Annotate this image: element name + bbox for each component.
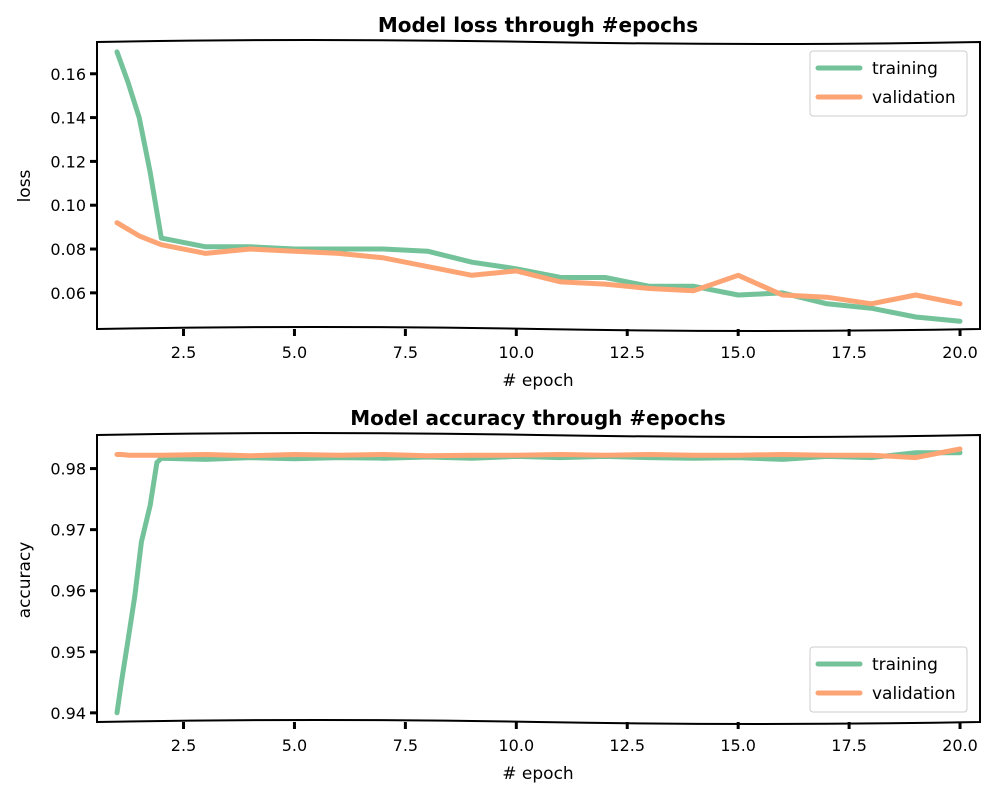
loss-legend-label-training: training: [872, 59, 938, 79]
loss-y-axis-label: loss: [15, 169, 35, 202]
accuracy-x-tick-label: 12.5: [609, 736, 645, 755]
loss-x-tick-label: 17.5: [831, 343, 867, 362]
accuracy-x-tick-label: 2.5: [171, 736, 196, 755]
loss-x-tick-label: 2.5: [171, 343, 196, 362]
loss-y-tick-label: 0.12: [50, 152, 86, 171]
loss-axis-ticks: 2.5 5.0 7.5 10.0 12.5 15.0 17.5 20.0 0.06 0.08 0.1…: [50, 65, 977, 362]
loss-chart-panel: Model loss through #epochs 2.5 5.0 7.5 10.0…: [15, 13, 981, 391]
accuracy-chart-title: Model accuracy through #epochs: [350, 406, 726, 430]
accuracy-x-tick-label: 17.5: [831, 736, 867, 755]
loss-series-validation-line: [114, 220, 963, 307]
accuracy-x-tick-label: 5.0: [282, 736, 307, 755]
accuracy-y-tick-label: 0.96: [50, 582, 86, 601]
loss-chart-title: Model loss through #epochs: [378, 13, 698, 37]
loss-y-tick-label: 0.10: [50, 196, 86, 215]
loss-x-tick-label: 5.0: [282, 343, 307, 362]
accuracy-y-tick-label: 0.94: [50, 704, 86, 723]
loss-legend: training validation: [809, 50, 968, 117]
accuracy-x-axis-label: # epoch: [502, 764, 573, 784]
loss-legend-label-validation: validation: [872, 88, 956, 108]
accuracy-plot-frame: [96, 432, 981, 725]
loss-plot-frame: [96, 39, 981, 332]
accuracy-legend: training validation: [809, 646, 968, 713]
accuracy-x-tick-label: 7.5: [393, 736, 418, 755]
accuracy-y-tick-label: 0.95: [50, 643, 86, 662]
accuracy-axis-ticks: 2.5 5.0 7.5 10.0 12.5 15.0 17.5 20.0 0.94 0.95 0.9…: [50, 460, 977, 755]
loss-series-lines: [114, 49, 963, 324]
accuracy-y-tick-label: 0.98: [50, 460, 86, 479]
loss-x-tick-label: 7.5: [393, 343, 418, 362]
accuracy-legend-label-training: training: [872, 655, 938, 675]
loss-x-tick-label: 10.0: [499, 343, 535, 362]
loss-x-tick-label: 12.5: [609, 343, 645, 362]
accuracy-chart-panel: Model accuracy through #epochs 2.5 5.0 7.5…: [15, 406, 981, 784]
accuracy-x-tick-label: 15.0: [720, 736, 756, 755]
loss-y-tick-label: 0.14: [50, 109, 86, 128]
loss-x-axis-label: # epoch: [502, 371, 573, 391]
accuracy-legend-label-validation: validation: [872, 684, 956, 704]
loss-y-tick-label: 0.16: [50, 65, 86, 84]
loss-x-tick-label: 20.0: [942, 343, 978, 362]
accuracy-series-lines: [114, 446, 963, 716]
loss-x-tick-label: 15.0: [720, 343, 756, 362]
loss-y-tick-label: 0.06: [50, 284, 86, 303]
loss-y-tick-label: 0.08: [50, 240, 86, 259]
accuracy-x-tick-label: 10.0: [499, 736, 535, 755]
accuracy-x-tick-label: 20.0: [942, 736, 978, 755]
accuracy-y-axis-label: accuracy: [15, 542, 35, 619]
accuracy-series-validation-line: [114, 446, 963, 461]
accuracy-y-tick-label: 0.97: [50, 521, 86, 540]
